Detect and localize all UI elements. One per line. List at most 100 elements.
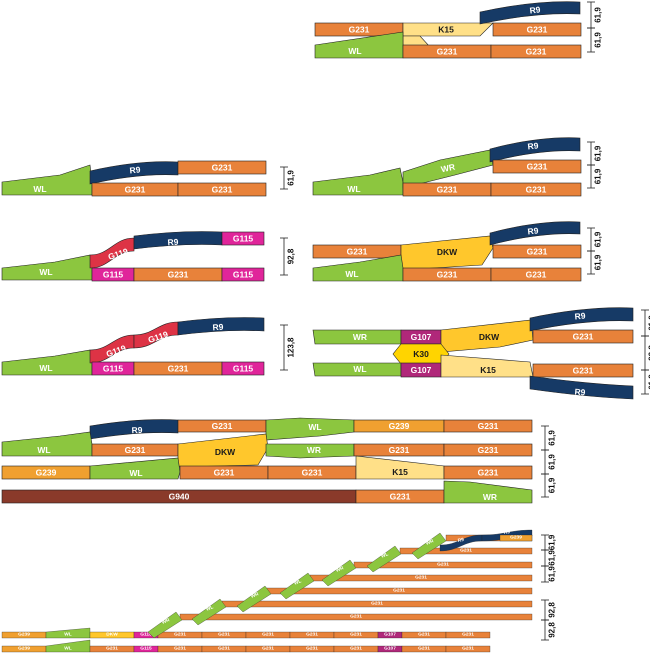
piece-label-G231: G231	[527, 247, 548, 257]
track-wl	[191, 598, 227, 626]
piece-label-R9: R9	[574, 311, 586, 322]
dimension-label: 61,9	[548, 454, 557, 470]
track-wr	[443, 480, 533, 504]
track-wl	[147, 611, 183, 639]
dimension-label: 61,9	[548, 566, 557, 582]
piece-label-K15: K15	[480, 365, 496, 375]
piece-label-G239: G239	[36, 468, 57, 478]
piece-label-DKW: DKW	[479, 332, 500, 342]
curve-r9	[89, 161, 179, 185]
piece-label-K15: K15	[438, 25, 454, 35]
dimension-label: 61,9	[594, 231, 603, 247]
track-g231	[490, 44, 582, 59]
piece-label-G231: G231	[349, 25, 370, 35]
dimension-label: 61,9	[648, 315, 650, 331]
dimension-label: 61,9	[548, 430, 557, 446]
track-g239	[499, 534, 533, 542]
dimension-label: 61,9	[287, 170, 296, 186]
track-k15	[402, 22, 494, 37]
dimension-label: 92,8	[548, 622, 557, 638]
dimension-label: 123,8	[287, 337, 296, 358]
piece-label-G231: G231	[437, 562, 449, 568]
piece-label-G231: G231	[125, 445, 146, 455]
piece-label-G231: G231	[106, 646, 118, 652]
piece-label-G231: G231	[526, 270, 547, 280]
piece-label-WL: WL	[37, 445, 50, 455]
piece-label-G115: G115	[233, 270, 254, 280]
track-g231	[445, 645, 491, 653]
piece-label-WR: WR	[161, 617, 171, 626]
piece-label-WR: WR	[335, 565, 345, 574]
piece-label-DKW: DKW	[437, 247, 458, 257]
piece-label-R9: R9	[212, 322, 224, 333]
piece-label-G231: G231	[389, 445, 410, 455]
track-g231	[179, 613, 533, 621]
piece-label-G231: G231	[212, 163, 233, 173]
piece-label-WL: WL	[308, 422, 321, 432]
piece-label-G231: G231	[418, 632, 430, 638]
piece-label-G231: G231	[437, 185, 458, 195]
piece-label-G107: G107	[411, 365, 432, 375]
track-g231	[532, 363, 634, 378]
piece-label-G231: G231	[460, 548, 472, 554]
track-g231	[445, 631, 491, 639]
dimension-label: 61,9	[594, 7, 603, 23]
piece-label-G231: G231	[527, 162, 548, 172]
track-wl	[89, 457, 181, 480]
track-g231	[532, 329, 634, 344]
piece-label-R9: R9	[457, 537, 465, 544]
piece-label-G231: G231	[350, 646, 362, 652]
track-g231	[492, 244, 582, 259]
track-wl	[411, 532, 447, 560]
piece-label-G231: G231	[390, 492, 411, 502]
dimension-label: 61,9	[594, 168, 603, 184]
track-g231	[443, 443, 533, 457]
piece-label-G239: G239	[18, 632, 30, 638]
piece-label-WL: WL	[64, 646, 72, 652]
piece-label-R9: R9	[527, 140, 539, 151]
dimension-label: 61,9	[548, 534, 557, 550]
piece-label-WL: WL	[348, 46, 361, 56]
piece-label-K15: K15	[392, 467, 408, 477]
track-g231	[443, 465, 533, 480]
piece-label-G231: G231	[526, 47, 547, 57]
piece-label-DKW: DKW	[215, 447, 236, 457]
piece-label-G231: G231	[478, 468, 499, 478]
piece-label-DKW: DKW	[106, 632, 118, 638]
track-g231	[490, 267, 582, 282]
track-wr	[265, 443, 355, 459]
piece-label-G231: G231	[347, 247, 368, 257]
piece-label-WR: WR	[353, 332, 367, 342]
piece-label-G231: G231	[462, 632, 474, 638]
piece-label-R9: R9	[574, 387, 586, 398]
piece-label-WL: WL	[39, 363, 52, 373]
piece-label-R9: R9	[504, 529, 511, 536]
piece-label-WR: WR	[307, 445, 321, 455]
piece-label-G231: G231	[437, 270, 458, 280]
piece-label-R9: R9	[131, 425, 143, 436]
piece-label-WR: WR	[440, 162, 456, 175]
dimension-label: 92,8	[548, 602, 557, 618]
piece-label-G115: G115	[233, 234, 254, 244]
piece-label-G231: G231	[212, 185, 233, 195]
piece-label-G231: G231	[437, 47, 458, 57]
track-g231	[399, 547, 533, 555]
piece-label-R9: R9	[527, 225, 539, 236]
curve-r9	[479, 1, 581, 25]
dimension-label: 61,9	[594, 145, 603, 161]
piece-label-G231: G231	[478, 421, 499, 431]
piece-label-G231: G231	[573, 332, 594, 342]
piece-label-G231: G231	[174, 646, 186, 652]
track-g231	[443, 419, 533, 433]
track-g115	[221, 231, 265, 246]
piece-label-G231: G231	[462, 646, 474, 652]
curve-r9	[489, 221, 581, 246]
piece-label-G231: G231	[168, 364, 189, 374]
piece-label-WL: WL	[205, 604, 214, 612]
dimension-label: 92,8	[287, 248, 296, 264]
piece-label-G231: G231	[262, 632, 274, 638]
piece-label-G231: G231	[174, 632, 186, 638]
piece-label-R9: R9	[529, 4, 541, 15]
piece-label-G231: G231	[478, 445, 499, 455]
